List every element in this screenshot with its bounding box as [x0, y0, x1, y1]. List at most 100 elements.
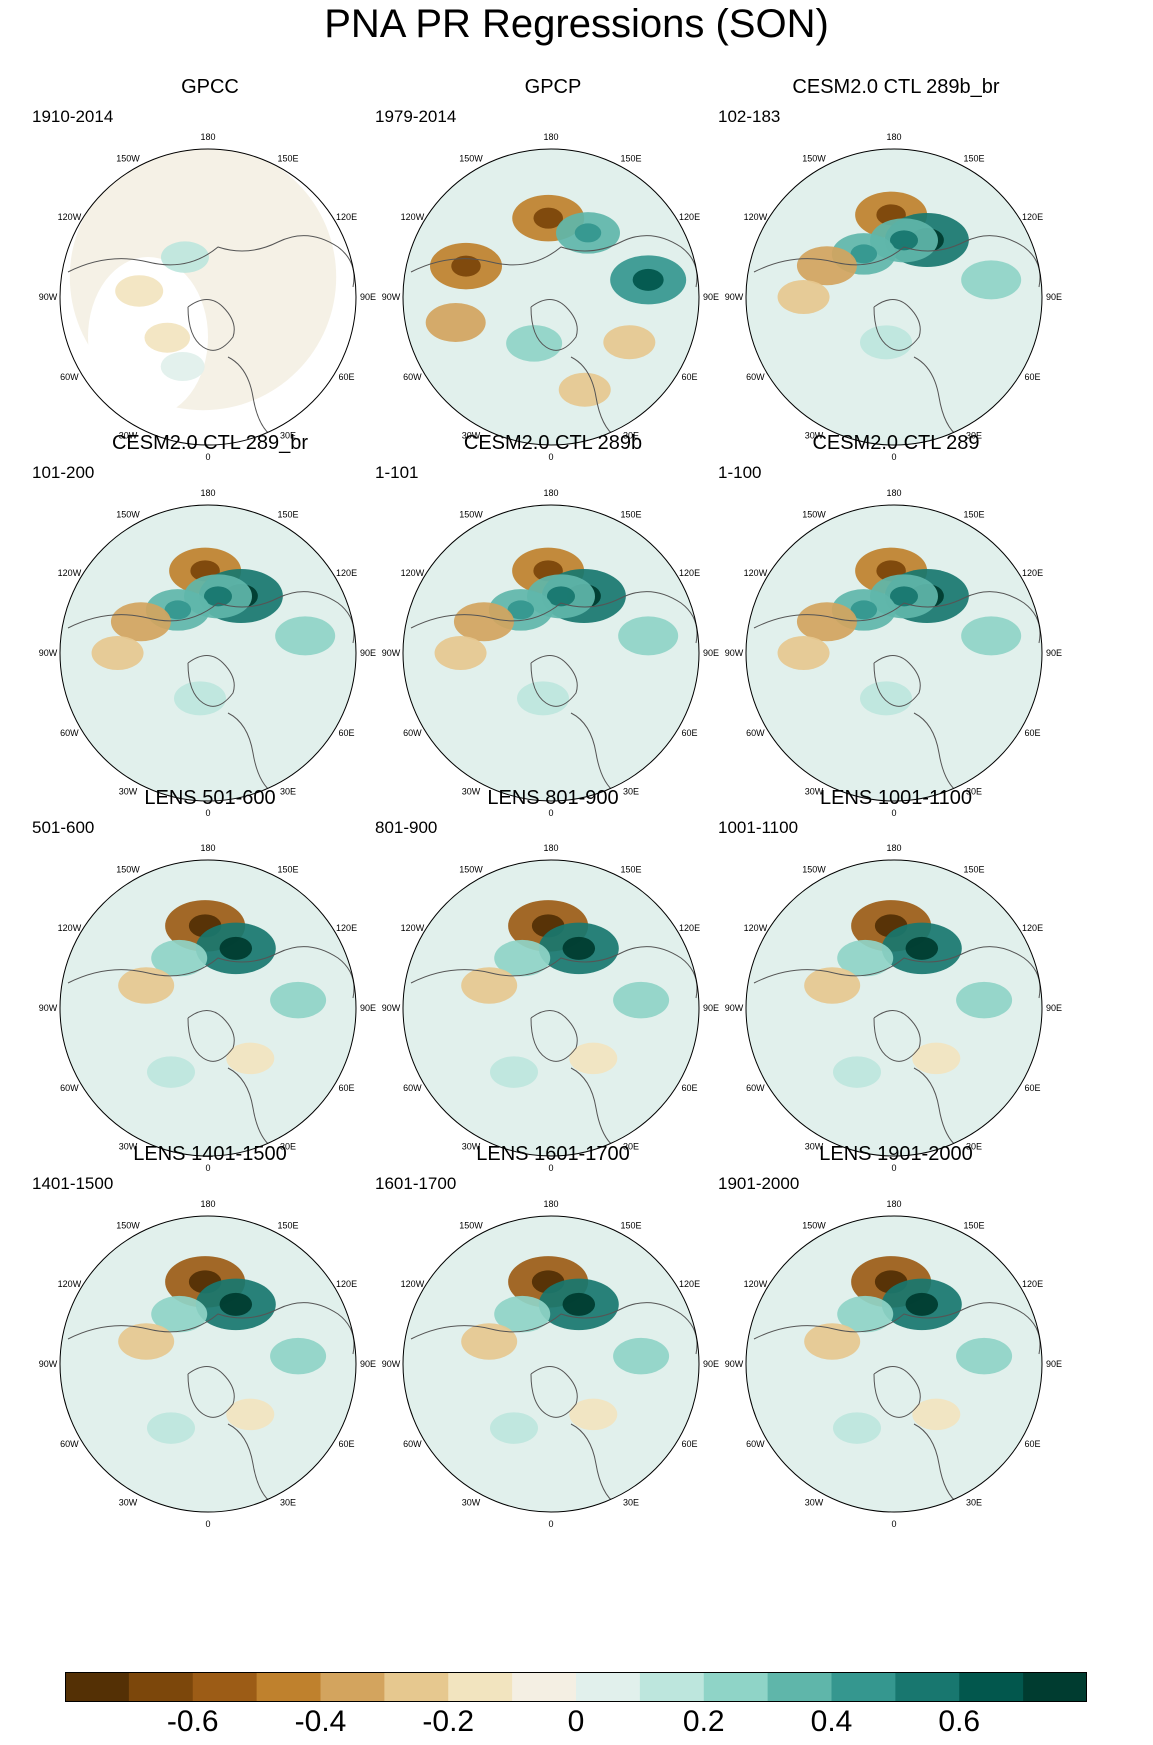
anomaly-blob — [174, 681, 227, 716]
anomaly-blob — [961, 616, 1022, 656]
longitude-label: 0 — [205, 1163, 210, 1173]
map-background — [403, 505, 699, 801]
longitude-label: 120W — [58, 568, 82, 578]
longitude-label: 120W — [401, 568, 425, 578]
longitude-label: 120E — [336, 1279, 357, 1289]
longitude-label: 30E — [280, 1142, 296, 1152]
longitude-label: 0 — [891, 1163, 896, 1173]
panel-period: 1-100 — [718, 463, 762, 482]
colorbar-tick-label: -0.4 — [294, 1705, 347, 1738]
anomaly-blob — [837, 1295, 894, 1333]
longitude-label: 150E — [277, 864, 298, 874]
longitude-label: 120W — [744, 1279, 768, 1289]
longitude-label: 180 — [200, 488, 215, 498]
longitude-label: 180 — [543, 132, 558, 142]
anomaly-blob — [777, 636, 830, 670]
longitude-label: 150E — [963, 509, 984, 519]
longitude-label: 150E — [620, 509, 641, 519]
longitude-label: 90E — [360, 1359, 376, 1369]
anomaly-core — [889, 230, 918, 251]
longitude-label: 120W — [58, 212, 82, 222]
colorbar-outline — [65, 1672, 1087, 1702]
colorbar-bin — [959, 1672, 1024, 1702]
longitude-label: 150W — [116, 153, 140, 163]
anomaly-core — [562, 1292, 596, 1316]
longitude-label: 120E — [336, 923, 357, 933]
anomaly-blob — [569, 1042, 618, 1075]
coastline — [753, 235, 1041, 288]
panel-period: 1-101 — [375, 463, 419, 482]
longitude-label: 60E — [1025, 1083, 1041, 1093]
longitude-label: 180 — [200, 843, 215, 853]
longitude-label: 90W — [382, 1003, 401, 1013]
longitude-label: 180 — [543, 843, 558, 853]
panel-title: LENS 801-900 — [487, 787, 619, 809]
longitude-label: 90W — [725, 648, 744, 658]
page-title: PNA PR Regressions (SON) — [324, 2, 829, 46]
colorbar-bin — [384, 1672, 449, 1702]
map-panel: LENS 501-600 501-600 180 150E 120E 90E 60E 30E 0… — [30, 786, 390, 1176]
longitude-label: 60W — [60, 1083, 79, 1093]
anomaly-blob — [461, 967, 518, 1004]
map-background — [60, 860, 356, 1156]
longitude-label: 90W — [39, 1359, 58, 1369]
longitude-label: 150W — [802, 864, 826, 874]
anomaly-blob — [275, 616, 336, 656]
longitude-label: 30E — [966, 1498, 982, 1508]
coastline — [187, 1366, 274, 1505]
longitude-label: 90W — [382, 648, 401, 658]
panel-period: 1901-2000 — [718, 1174, 800, 1193]
longitude-label: 150E — [277, 509, 298, 519]
map-panel: LENS 1901-2000 1901-2000 180 150E 120E 90E 60E… — [716, 1142, 1076, 1532]
anomaly-blob — [91, 636, 144, 670]
longitude-label: 60E — [682, 728, 698, 738]
panel-title: LENS 1001-1100 — [820, 787, 972, 809]
longitude-label: 60W — [746, 1439, 765, 1449]
coastline — [753, 1302, 1041, 1355]
panel-period: 1601-1700 — [375, 1174, 457, 1193]
map-border — [745, 1215, 1043, 1513]
longitude-label: 90W — [39, 1003, 58, 1013]
longitude-label: 150E — [963, 864, 984, 874]
coastline — [410, 1302, 698, 1355]
longitude-label: 120E — [679, 923, 700, 933]
longitude-label: 60W — [60, 372, 79, 382]
panel-title: GPCP — [524, 76, 582, 98]
anomaly-core — [850, 600, 878, 620]
map-border — [59, 1215, 357, 1513]
colorbar-bin — [320, 1672, 385, 1702]
anomaly-core — [203, 586, 232, 607]
longitude-label: 90E — [703, 1359, 719, 1369]
longitude-label: 30W — [462, 1498, 481, 1508]
longitude-label: 90W — [39, 648, 58, 658]
colorbar-bin — [831, 1672, 896, 1702]
longitude-label: 120E — [1022, 923, 1043, 933]
anomaly-blob — [151, 939, 208, 977]
longitude-label: 150W — [116, 509, 140, 519]
longitude-label: 60W — [746, 728, 765, 738]
anomaly-core — [905, 1292, 939, 1316]
map-border — [59, 504, 357, 802]
map-border — [59, 148, 357, 446]
colorbar-tick-label: 0 — [567, 1705, 585, 1738]
longitude-label: 60W — [746, 372, 765, 382]
panel-title: LENS 1401-1500 — [133, 1143, 287, 1165]
map-border — [745, 148, 1043, 446]
anomaly-blob — [270, 981, 327, 1019]
longitude-label: 30E — [623, 1498, 639, 1508]
map-background — [746, 860, 1042, 1156]
longitude-label: 30W — [805, 431, 824, 441]
longitude-label: 30W — [462, 787, 481, 797]
panel-period: 1910-2014 — [32, 107, 114, 126]
anomaly-blob — [912, 1398, 961, 1431]
map-panel: GPCC 1910-2014 180 150E 120E 90E 60E 30E 0 30W 60W… — [30, 75, 390, 465]
longitude-label: 120E — [1022, 1279, 1043, 1289]
longitude-label: 150E — [620, 864, 641, 874]
longitude-label: 30E — [280, 1498, 296, 1508]
coastline — [753, 591, 1041, 644]
longitude-label: 90W — [382, 292, 401, 302]
longitude-label: 180 — [200, 1199, 215, 1209]
anomaly-blob — [833, 1056, 881, 1088]
coastline — [530, 1366, 617, 1505]
anomaly-blob — [796, 602, 857, 642]
